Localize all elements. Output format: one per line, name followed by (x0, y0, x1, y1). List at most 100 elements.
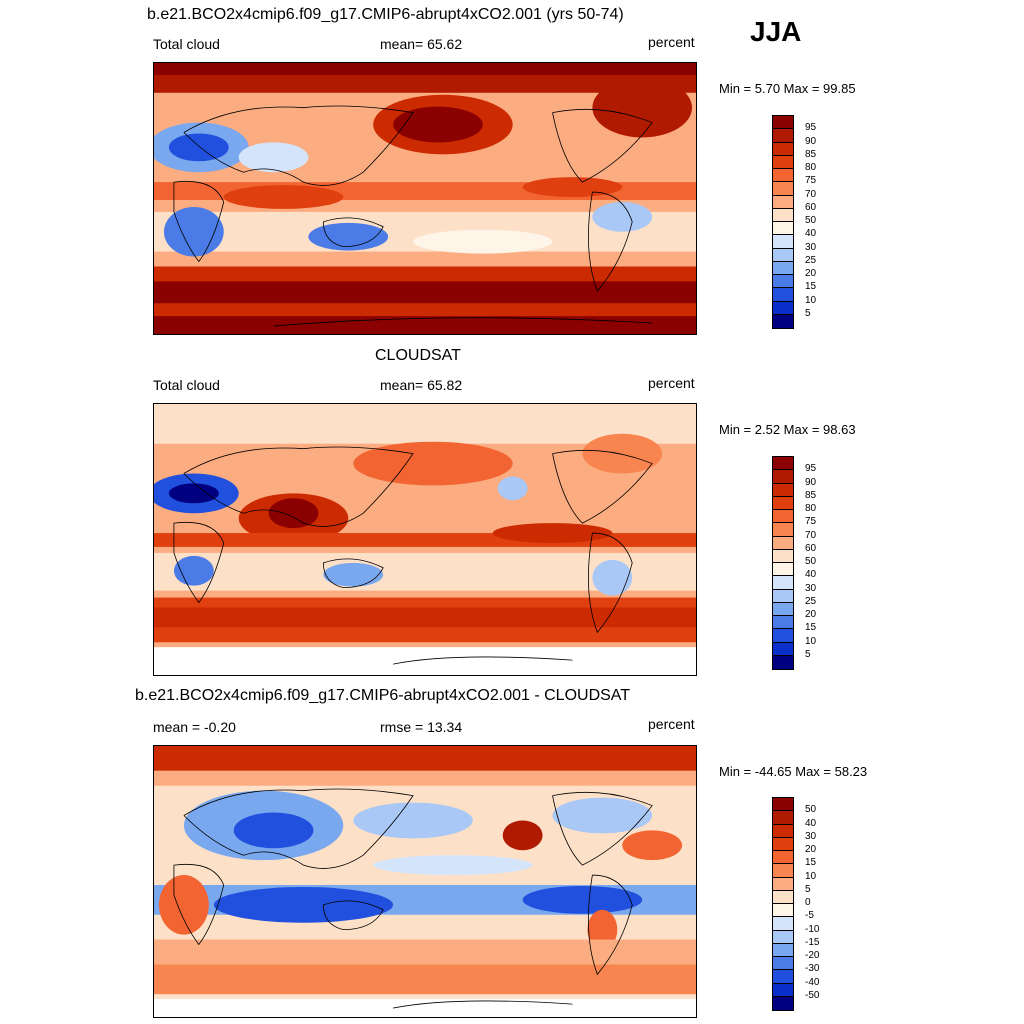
panel2-title: CLOUDSAT (375, 347, 461, 364)
colorbar-tick-label: -5 (805, 910, 814, 922)
colorbar-swatch (773, 536, 793, 550)
colorbar-swatch (773, 195, 793, 209)
colorbar-swatch (773, 129, 793, 143)
colorbar-tick-label: 25 (805, 595, 817, 607)
colorbar-swatch (773, 275, 793, 289)
colorbar-swatch (773, 222, 793, 236)
colorbar-swatch (773, 917, 793, 931)
colorbar-tick-label: 10 (805, 294, 817, 306)
colorbar-swatch (773, 930, 793, 944)
colorbar-swatch (773, 208, 793, 222)
panel1-units: percent (648, 34, 695, 50)
colorbar-swatch (773, 549, 793, 563)
panel2-left-label: Total cloud (153, 377, 220, 393)
panel2-mean-label: mean= 65.82 (380, 377, 463, 393)
colorbar-swatch (773, 798, 793, 812)
colorbar-tick-label: 95 (805, 122, 817, 134)
colorbar-tick-label: 40 (805, 817, 817, 829)
colorbar-swatch (773, 602, 793, 616)
colorbar-tick-label: 70 (805, 188, 817, 200)
panel2-range-label: Min = 2.52 Max = 98.63 (719, 422, 856, 437)
colorbar-tick-label: 30 (805, 582, 817, 594)
panel2-map (153, 403, 697, 676)
colorbar-swatch (773, 576, 793, 590)
colorbar-swatch (773, 301, 793, 315)
colorbar-tick-label: 50 (805, 556, 817, 567)
colorbar-tick-label: -20 (805, 950, 820, 961)
colorbar-tick-label: 25 (805, 254, 817, 266)
colorbar-tick-label: 75 (805, 516, 817, 528)
colorbar-swatch (773, 116, 793, 130)
colorbar-tick-label: 10 (805, 635, 817, 647)
colorbar-tick-label: -50 (805, 989, 820, 1001)
panel3-units: percent (648, 716, 695, 732)
panel1-map (153, 62, 697, 335)
colorbar-tick-label: 20 (805, 844, 817, 855)
colorbar-tick-label: 30 (805, 241, 817, 253)
colorbar-tick-label: 60 (805, 542, 817, 554)
colorbar-tick-label: -15 (805, 936, 820, 948)
colorbar-swatch (773, 970, 793, 984)
colorbar-tick-label: 0 (805, 897, 811, 908)
panel3-mean-label: mean = -0.20 (153, 719, 236, 735)
colorbar-swatch (773, 851, 793, 865)
colorbar-swatch (773, 563, 793, 577)
colorbar-tick-label: 5 (805, 307, 811, 319)
season-label: JJA (750, 16, 802, 47)
colorbar-swatch (773, 314, 793, 328)
colorbar-swatch (773, 877, 793, 891)
colorbar-tick-label: 5 (805, 883, 811, 895)
colorbar-swatch (773, 642, 793, 656)
colorbar-swatch (773, 904, 793, 918)
colorbar-swatch (773, 169, 793, 183)
colorbar-tick-label: 15 (805, 622, 817, 634)
colorbar-swatch (773, 996, 793, 1010)
colorbar-tick-label: 10 (805, 870, 817, 882)
colorbar-tick-label: 40 (805, 228, 817, 240)
colorbar-tick-label: 15 (805, 857, 817, 869)
colorbar-tick-label: 70 (805, 529, 817, 541)
panel2-colorbar (772, 456, 794, 670)
colorbar-swatch (773, 248, 793, 262)
colorbar-tick-label: 85 (805, 148, 817, 160)
colorbar-swatch (773, 457, 793, 471)
colorbar-tick-label: 80 (805, 503, 817, 514)
panel1-range-label: Min = 5.70 Max = 99.85 (719, 81, 856, 96)
panel3-title: b.e21.BCO2x4cmip6.f09_g17.CMIP6-abrupt4x… (135, 687, 631, 704)
colorbar-tick-label: 75 (805, 175, 817, 187)
colorbar-swatch (773, 629, 793, 643)
colorbar-tick-label: 20 (805, 268, 817, 279)
panel1-left-label: Total cloud (153, 36, 220, 52)
panel1-colorbar (772, 115, 794, 329)
colorbar-swatch (773, 890, 793, 904)
colorbar-swatch (773, 483, 793, 497)
colorbar-tick-label: 30 (805, 830, 817, 842)
colorbar-swatch (773, 943, 793, 957)
colorbar-tick-label: 90 (805, 135, 817, 147)
colorbar-swatch (773, 510, 793, 524)
panel1-title: b.e21.BCO2x4cmip6.f09_g17.CMIP6-abrupt4x… (147, 6, 624, 23)
colorbar-tick-label: 80 (805, 162, 817, 173)
colorbar-swatch (773, 182, 793, 196)
panel3-range-label: Min = -44.65 Max = 58.23 (719, 764, 868, 779)
colorbar-swatch (773, 288, 793, 302)
colorbar-swatch (773, 824, 793, 838)
colorbar-swatch (773, 957, 793, 971)
colorbar-swatch (773, 142, 793, 156)
colorbar-swatch (773, 235, 793, 249)
colorbar-tick-label: 15 (805, 281, 817, 293)
colorbar-tick-label: 50 (805, 804, 817, 816)
colorbar-swatch (773, 864, 793, 878)
colorbar-tick-label: 95 (805, 463, 817, 475)
colorbar-tick-label: 5 (805, 648, 811, 660)
colorbar-swatch (773, 837, 793, 851)
colorbar-tick-label: 85 (805, 489, 817, 501)
colorbar-swatch (773, 983, 793, 997)
colorbar-swatch (773, 261, 793, 275)
colorbar-swatch (773, 523, 793, 537)
colorbar-tick-label: -10 (805, 923, 820, 935)
colorbar-tick-label: 60 (805, 201, 817, 213)
panel3-rmse-label: rmse = 13.34 (380, 719, 463, 735)
colorbar-tick-label: -30 (805, 963, 820, 975)
colorbar-tick-label: 50 (805, 215, 817, 226)
